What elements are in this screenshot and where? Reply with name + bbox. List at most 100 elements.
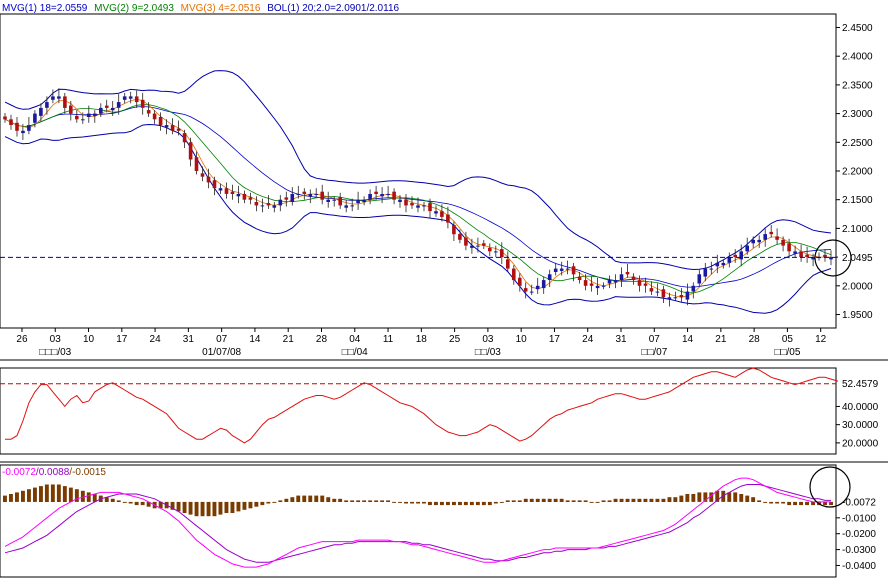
candle-body bbox=[577, 276, 582, 280]
candle-body bbox=[386, 194, 390, 195]
histogram-bar bbox=[775, 501, 780, 504]
legend-signal-line: /0.0088 bbox=[36, 467, 70, 478]
histogram-bar bbox=[218, 501, 223, 515]
histogram-bar bbox=[260, 501, 265, 506]
candle-body bbox=[254, 202, 259, 206]
candle-body bbox=[416, 205, 420, 208]
legend-ma1: MVG(1) 18=2.0559 bbox=[2, 3, 88, 14]
osc-tick-label: 20.0000 bbox=[842, 438, 879, 449]
date-day-label: 17 bbox=[116, 334, 128, 345]
legend-ma2: MVG(2) 9=2.0493 bbox=[94, 3, 174, 14]
candle-body bbox=[302, 191, 307, 194]
candle-body bbox=[721, 262, 726, 266]
histogram-bar bbox=[649, 498, 654, 502]
histogram-bar bbox=[128, 501, 133, 504]
candle-body bbox=[87, 113, 91, 117]
legend-ma3: MVG(3) 4=2.0516 bbox=[181, 3, 261, 14]
candle-body bbox=[194, 157, 199, 171]
candle-body bbox=[9, 119, 13, 125]
histogram-bar bbox=[398, 501, 402, 503]
histogram-bar bbox=[15, 492, 19, 502]
histogram-bar bbox=[368, 500, 373, 502]
histogram-bar bbox=[469, 501, 474, 506]
candle-body bbox=[338, 197, 342, 206]
candle-body bbox=[458, 234, 462, 240]
date-month-label: □□/04 bbox=[342, 347, 368, 358]
histogram-bar bbox=[475, 501, 480, 506]
histogram-bar bbox=[254, 501, 259, 507]
candle-body bbox=[799, 251, 803, 258]
histogram-bar bbox=[440, 501, 444, 506]
candle-body bbox=[344, 205, 348, 208]
histogram-bar bbox=[505, 500, 510, 502]
histogram-bar bbox=[799, 501, 803, 506]
histogram-bar bbox=[278, 500, 283, 502]
candle-body bbox=[212, 180, 217, 189]
histogram-bar bbox=[428, 501, 432, 506]
candle-body bbox=[464, 237, 468, 246]
osc-tick-label: 30.0000 bbox=[842, 420, 879, 431]
candle-body bbox=[296, 194, 301, 195]
histogram-bar bbox=[39, 486, 43, 502]
histogram-bar bbox=[50, 484, 55, 502]
candle-body bbox=[769, 231, 773, 235]
date-day-label: 03 bbox=[482, 334, 494, 345]
candle-body bbox=[667, 297, 672, 300]
candle-body bbox=[110, 107, 115, 111]
candle-body bbox=[218, 188, 223, 191]
date-month-label: □□/03 bbox=[475, 347, 501, 358]
histogram-bar bbox=[589, 501, 594, 503]
histogram-bar bbox=[374, 500, 379, 502]
histogram-bar bbox=[703, 492, 708, 502]
histogram-bar bbox=[517, 500, 522, 502]
histogram-bar bbox=[643, 498, 648, 502]
histogram-bar bbox=[332, 498, 337, 502]
candle-body bbox=[763, 234, 767, 240]
histogram-bar bbox=[158, 501, 163, 509]
candle-body bbox=[224, 188, 229, 194]
candle-body bbox=[500, 249, 504, 258]
candle-body bbox=[745, 245, 749, 252]
candle-body bbox=[482, 243, 486, 246]
histogram-bar bbox=[104, 497, 109, 502]
histogram-bar bbox=[86, 492, 91, 502]
candle-body bbox=[649, 288, 654, 292]
candle-body bbox=[146, 110, 151, 114]
candle-body bbox=[290, 194, 295, 202]
price-tick-label: 2.4000 bbox=[842, 52, 873, 63]
histogram-bar bbox=[248, 501, 253, 509]
histogram-bar bbox=[487, 501, 492, 506]
candle-body bbox=[374, 191, 378, 194]
candle-body bbox=[380, 194, 384, 197]
price-tick-label: 2.0000 bbox=[842, 281, 873, 292]
candle-body bbox=[523, 288, 528, 292]
candle-body bbox=[116, 102, 121, 108]
date-day-label: 28 bbox=[749, 334, 761, 345]
histogram-bar bbox=[302, 495, 307, 502]
histogram-bar bbox=[272, 501, 277, 503]
histogram-bar bbox=[9, 494, 13, 502]
candle-body bbox=[805, 254, 809, 258]
candle-body bbox=[21, 130, 25, 134]
histogram-bar bbox=[21, 490, 25, 502]
histogram-bar bbox=[583, 500, 588, 502]
candle-body bbox=[685, 291, 690, 300]
histogram-bar bbox=[290, 497, 295, 502]
histogram-bar bbox=[619, 498, 624, 502]
candle-body bbox=[242, 194, 247, 200]
candle-body bbox=[362, 199, 366, 202]
candle-body bbox=[661, 289, 666, 298]
candle-body bbox=[230, 191, 235, 194]
candle-body bbox=[266, 203, 271, 206]
histogram-bar bbox=[56, 484, 61, 502]
histogram-bar bbox=[458, 501, 462, 506]
date-day-label: 24 bbox=[582, 334, 594, 345]
macd-last-value-label: -0.0072 bbox=[842, 497, 876, 508]
histogram-bar bbox=[170, 501, 175, 510]
histogram-bar bbox=[434, 501, 438, 506]
price-tick-label: 2.1500 bbox=[842, 195, 873, 206]
macd-legend: -0.0072/0.0088/-0.0015 bbox=[2, 467, 106, 478]
macd-tick-label: -0.0300 bbox=[842, 545, 876, 556]
candle-body bbox=[3, 116, 7, 120]
